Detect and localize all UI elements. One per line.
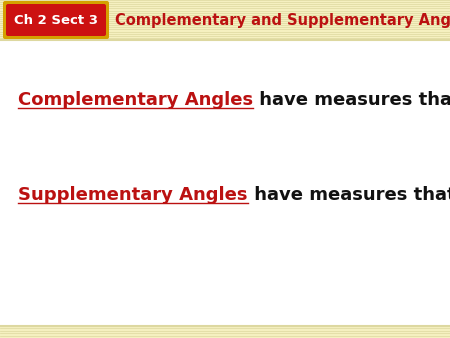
Text: Ch 2 Sect 3: Ch 2 Sect 3 bbox=[14, 14, 98, 26]
Text: Complementary Angles: Complementary Angles bbox=[18, 91, 253, 109]
Text: have measures that add up to 180°.: have measures that add up to 180°. bbox=[248, 186, 450, 204]
FancyBboxPatch shape bbox=[6, 4, 106, 36]
Text: have measures that add up to 90°.: have measures that add up to 90°. bbox=[253, 91, 450, 109]
Text: Supplementary Angles: Supplementary Angles bbox=[18, 186, 248, 204]
Bar bbox=[0, 0, 450, 40]
Bar bbox=[0, 326, 450, 338]
FancyBboxPatch shape bbox=[3, 1, 109, 39]
Text: Complementary and Supplementary Angles: Complementary and Supplementary Angles bbox=[115, 13, 450, 27]
